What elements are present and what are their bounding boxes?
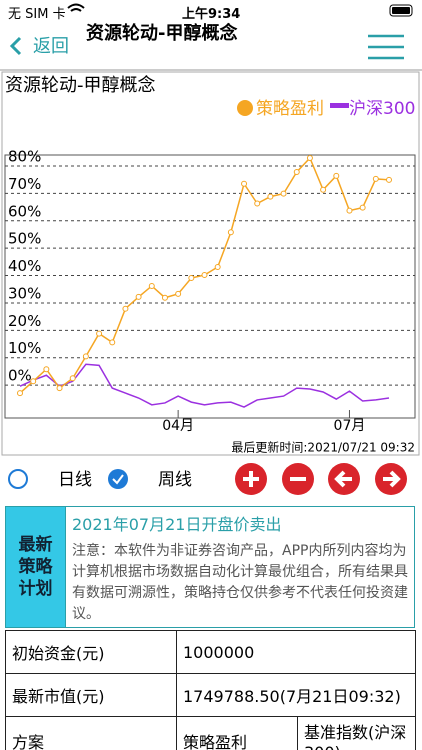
point <box>161 294 168 301</box>
cell: 1749788.50(7月21日09:32) <box>176 673 416 717</box>
cell: 基准指数(沪深300) <box>297 716 416 750</box>
cell: 策略盈利 <box>176 716 298 750</box>
point <box>227 229 234 236</box>
point <box>96 330 103 337</box>
check <box>112 474 124 485</box>
point <box>175 290 182 297</box>
clock: 上午9:34 <box>182 7 241 22</box>
plan-headline: 2021年07月21日开盘价卖出 <box>72 515 282 534</box>
wifi-icon <box>67 3 85 12</box>
cell: 初始资金(元) <box>5 630 177 674</box>
point <box>333 172 340 179</box>
y-tick-label: 10% <box>8 339 41 357</box>
chart-panel: 返回 资源轮动-甲醇概念 资源轮动-甲醇概念 最后更新时间:2021/07/21… <box>0 3 422 456</box>
point <box>30 378 37 385</box>
point <box>280 190 287 197</box>
point <box>17 390 23 397</box>
point <box>43 366 50 373</box>
chart-title: 资源轮动-甲醇概念 <box>5 74 156 96</box>
point <box>135 293 142 300</box>
point <box>241 180 248 187</box>
battery-fill <box>392 7 410 14</box>
y-tick-label: 50% <box>8 230 41 248</box>
y-tick-label: 70% <box>8 175 41 193</box>
point <box>82 353 89 360</box>
plan-body: 2021年07月21日开盘价卖出 注意：本软件为非证券咨询产品，APP内所列内容… <box>66 507 414 627</box>
back-button[interactable]: 返回 <box>33 36 69 57</box>
plan-note: 注意：本软件为非证券咨询产品，APP内所列内容均为计算机根据市场数据自动化计算最… <box>72 543 408 622</box>
chart-border <box>1 71 420 456</box>
x-tick-label: 07月 <box>334 418 366 434</box>
radio-label: 日线 <box>58 470 92 490</box>
cell: 方案 <box>5 716 177 750</box>
point <box>359 204 366 211</box>
y-tick-label: 0% <box>8 367 32 385</box>
update-time: 最后更新时间:2021/07/21 09:32 <box>231 440 415 455</box>
point <box>346 207 353 214</box>
radio[interactable] <box>8 469 28 489</box>
y-tick-label: 20% <box>8 312 41 330</box>
y-tick-label: 80% <box>8 147 41 165</box>
radio-checked[interactable] <box>108 469 128 489</box>
y-tick-label: 60% <box>8 202 41 220</box>
point <box>201 271 208 278</box>
back-arrow[interactable] <box>9 36 22 56</box>
summary-table: 初始资金(元) 1000000 最新市值(元) 1749788.50(7月21日09… <box>5 630 416 750</box>
point <box>214 264 221 271</box>
point <box>306 155 313 162</box>
point <box>56 385 63 392</box>
plan-box: 最新策略计划 2021年07月21日开盘价卖出 注意：本软件为非证券咨询产品，A… <box>5 506 415 628</box>
x-tick-label: 04月 <box>162 418 194 434</box>
plan-header: 最新策略计划 <box>6 507 66 627</box>
point <box>293 168 300 175</box>
legend-label: 策略盈利 <box>256 99 324 119</box>
legend-marker <box>237 100 253 116</box>
radio-label: 周线 <box>158 470 192 490</box>
point <box>122 305 129 312</box>
series-line <box>19 363 390 408</box>
controls: 日线 周线 <box>8 463 407 495</box>
nav-title: 资源轮动-甲醇概念 <box>86 22 237 44</box>
point <box>372 175 379 182</box>
menu-icon[interactable] <box>368 34 404 60</box>
legend-marker <box>330 103 349 108</box>
y-tick-label: 40% <box>8 257 41 275</box>
point <box>267 193 274 200</box>
point <box>386 176 392 183</box>
cell: 最新市值(元) <box>5 673 177 717</box>
plot-frame <box>4 154 416 419</box>
cell: 1000000 <box>176 630 416 674</box>
point <box>320 186 327 193</box>
point <box>148 282 155 289</box>
y-tick-label: 30% <box>8 284 41 302</box>
carrier: 无 SIM 卡 <box>8 7 66 22</box>
battery <box>389 4 413 17</box>
point <box>109 339 116 346</box>
legend-label: 沪深300 <box>349 99 415 119</box>
point <box>69 375 76 382</box>
point <box>254 200 261 207</box>
point <box>188 275 195 282</box>
